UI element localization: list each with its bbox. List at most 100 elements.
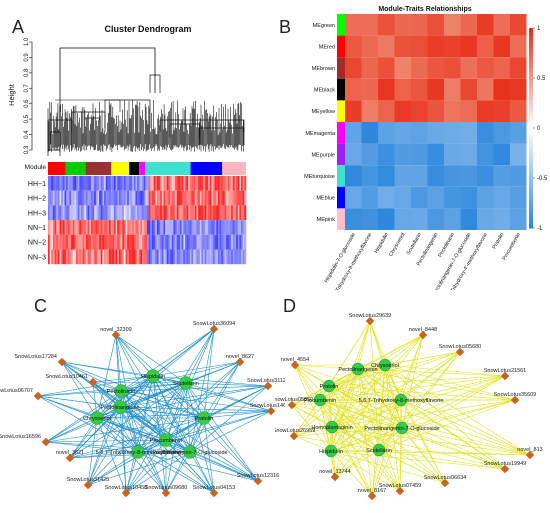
heatmap-cell [175,176,177,191]
heatmap-cell [54,234,57,250]
heatmap-cell [203,176,206,191]
network-edge [137,382,187,453]
module-swatch [337,165,345,187]
network-edge [152,375,205,419]
heatmap-cell [229,220,232,235]
module-swatch [337,143,345,166]
heatmap-cell [477,35,494,58]
module-color-block [129,162,140,175]
network-edge [119,406,205,419]
hub-node [378,358,392,372]
network-edge [294,364,321,401]
heatmap-cell [138,234,141,250]
scale-segment [529,60,533,65]
network-edge [115,334,154,377]
heatmap-cell [193,220,196,235]
heatmap-cell [181,205,184,221]
heatmap-cell [89,249,92,265]
heatmap-cell [196,205,199,221]
scale-segment [529,204,533,209]
heatmap-cell [137,234,140,250]
heatmap-cell [411,14,428,36]
heatmap-cell [51,205,54,221]
heatmap-cell [236,234,239,250]
heatmap-cell [206,190,209,206]
network-edge [119,406,191,453]
heatmap-cell [155,220,158,235]
heatmap-cell [130,176,133,191]
heatmap-cell [145,249,148,265]
heatmap-cell [171,220,174,235]
heatmap-cell [493,78,510,101]
heatmap-cell [345,186,362,209]
heatmap-cell [460,122,477,144]
heatmap-cell [76,176,78,191]
heatmap-cell [460,14,477,36]
heatmap-cell [178,205,181,221]
network-edge [378,399,402,451]
module-color-block [65,162,86,175]
heatmap-cell [173,176,176,191]
scale-segment [529,56,533,61]
hub-node-label: Hispidulin [319,449,343,455]
heatmap-cell [130,234,133,250]
gene-node-label: SnowLotus36094 [193,321,236,327]
heatmap-cell [427,57,444,79]
sample-row-label: HH−3 [28,210,46,217]
gene-node [111,330,121,340]
network-edge [328,364,386,387]
heatmap-cell [160,190,163,206]
heatmap-cell [84,220,87,235]
heatmap-cell [201,249,204,265]
heatmap-cell [217,249,220,265]
hub-node [394,393,408,407]
heatmap-cell [165,205,168,221]
gene-node-label: SnowLotus10461 [45,374,88,380]
gene-node-label: SnowLotus21561 [484,368,527,374]
network-edge [69,439,167,459]
scale-segment [529,220,533,225]
heatmap-cell [57,249,60,265]
heatmap-cell [122,205,125,221]
heatmap-cell [221,205,224,221]
heatmap-cell [184,176,187,191]
network-edge [399,399,402,492]
network-edge [330,450,506,470]
heatmap-cell [176,220,179,235]
gene-node-label: SnowLotus14648 [250,403,285,409]
scale-segment [529,176,533,181]
gene-node-label: SnowLotus05550 [275,397,313,403]
heatmap-cell [156,190,159,206]
gene-node [365,316,375,326]
heatmap-cell [147,190,149,206]
heatmap-cell [411,208,428,230]
heatmap-cell [48,205,50,221]
heatmap-cell [411,100,428,122]
heatmap-cell [115,205,118,221]
scale-segment [529,164,533,169]
network-edge [328,385,380,451]
ytick-label: 0.9 [24,53,30,62]
network-edge [384,351,461,366]
heatmap-cell [72,249,75,265]
heatmap-cell [150,190,153,206]
heatmap-cell [140,220,143,235]
heatmap-cell [118,234,121,250]
heatmap-cell [140,234,143,250]
heatmap-cell [427,78,444,101]
heatmap-cell [71,205,74,221]
dendro-link [55,99,121,112]
heatmap-cell [138,249,141,265]
scale-segment [529,128,533,133]
network-edge [371,449,380,497]
heatmap-cell [114,249,116,265]
heatmap-cell [81,220,83,235]
heatmap-cell [194,249,197,265]
heatmap-cell [52,220,55,235]
heatmap-cell [105,249,108,265]
heatmap-cell [186,249,189,265]
network-edge [330,399,516,452]
network-edge [96,417,127,494]
heatmap-cell [168,190,171,206]
heatmap-cell [142,234,144,250]
